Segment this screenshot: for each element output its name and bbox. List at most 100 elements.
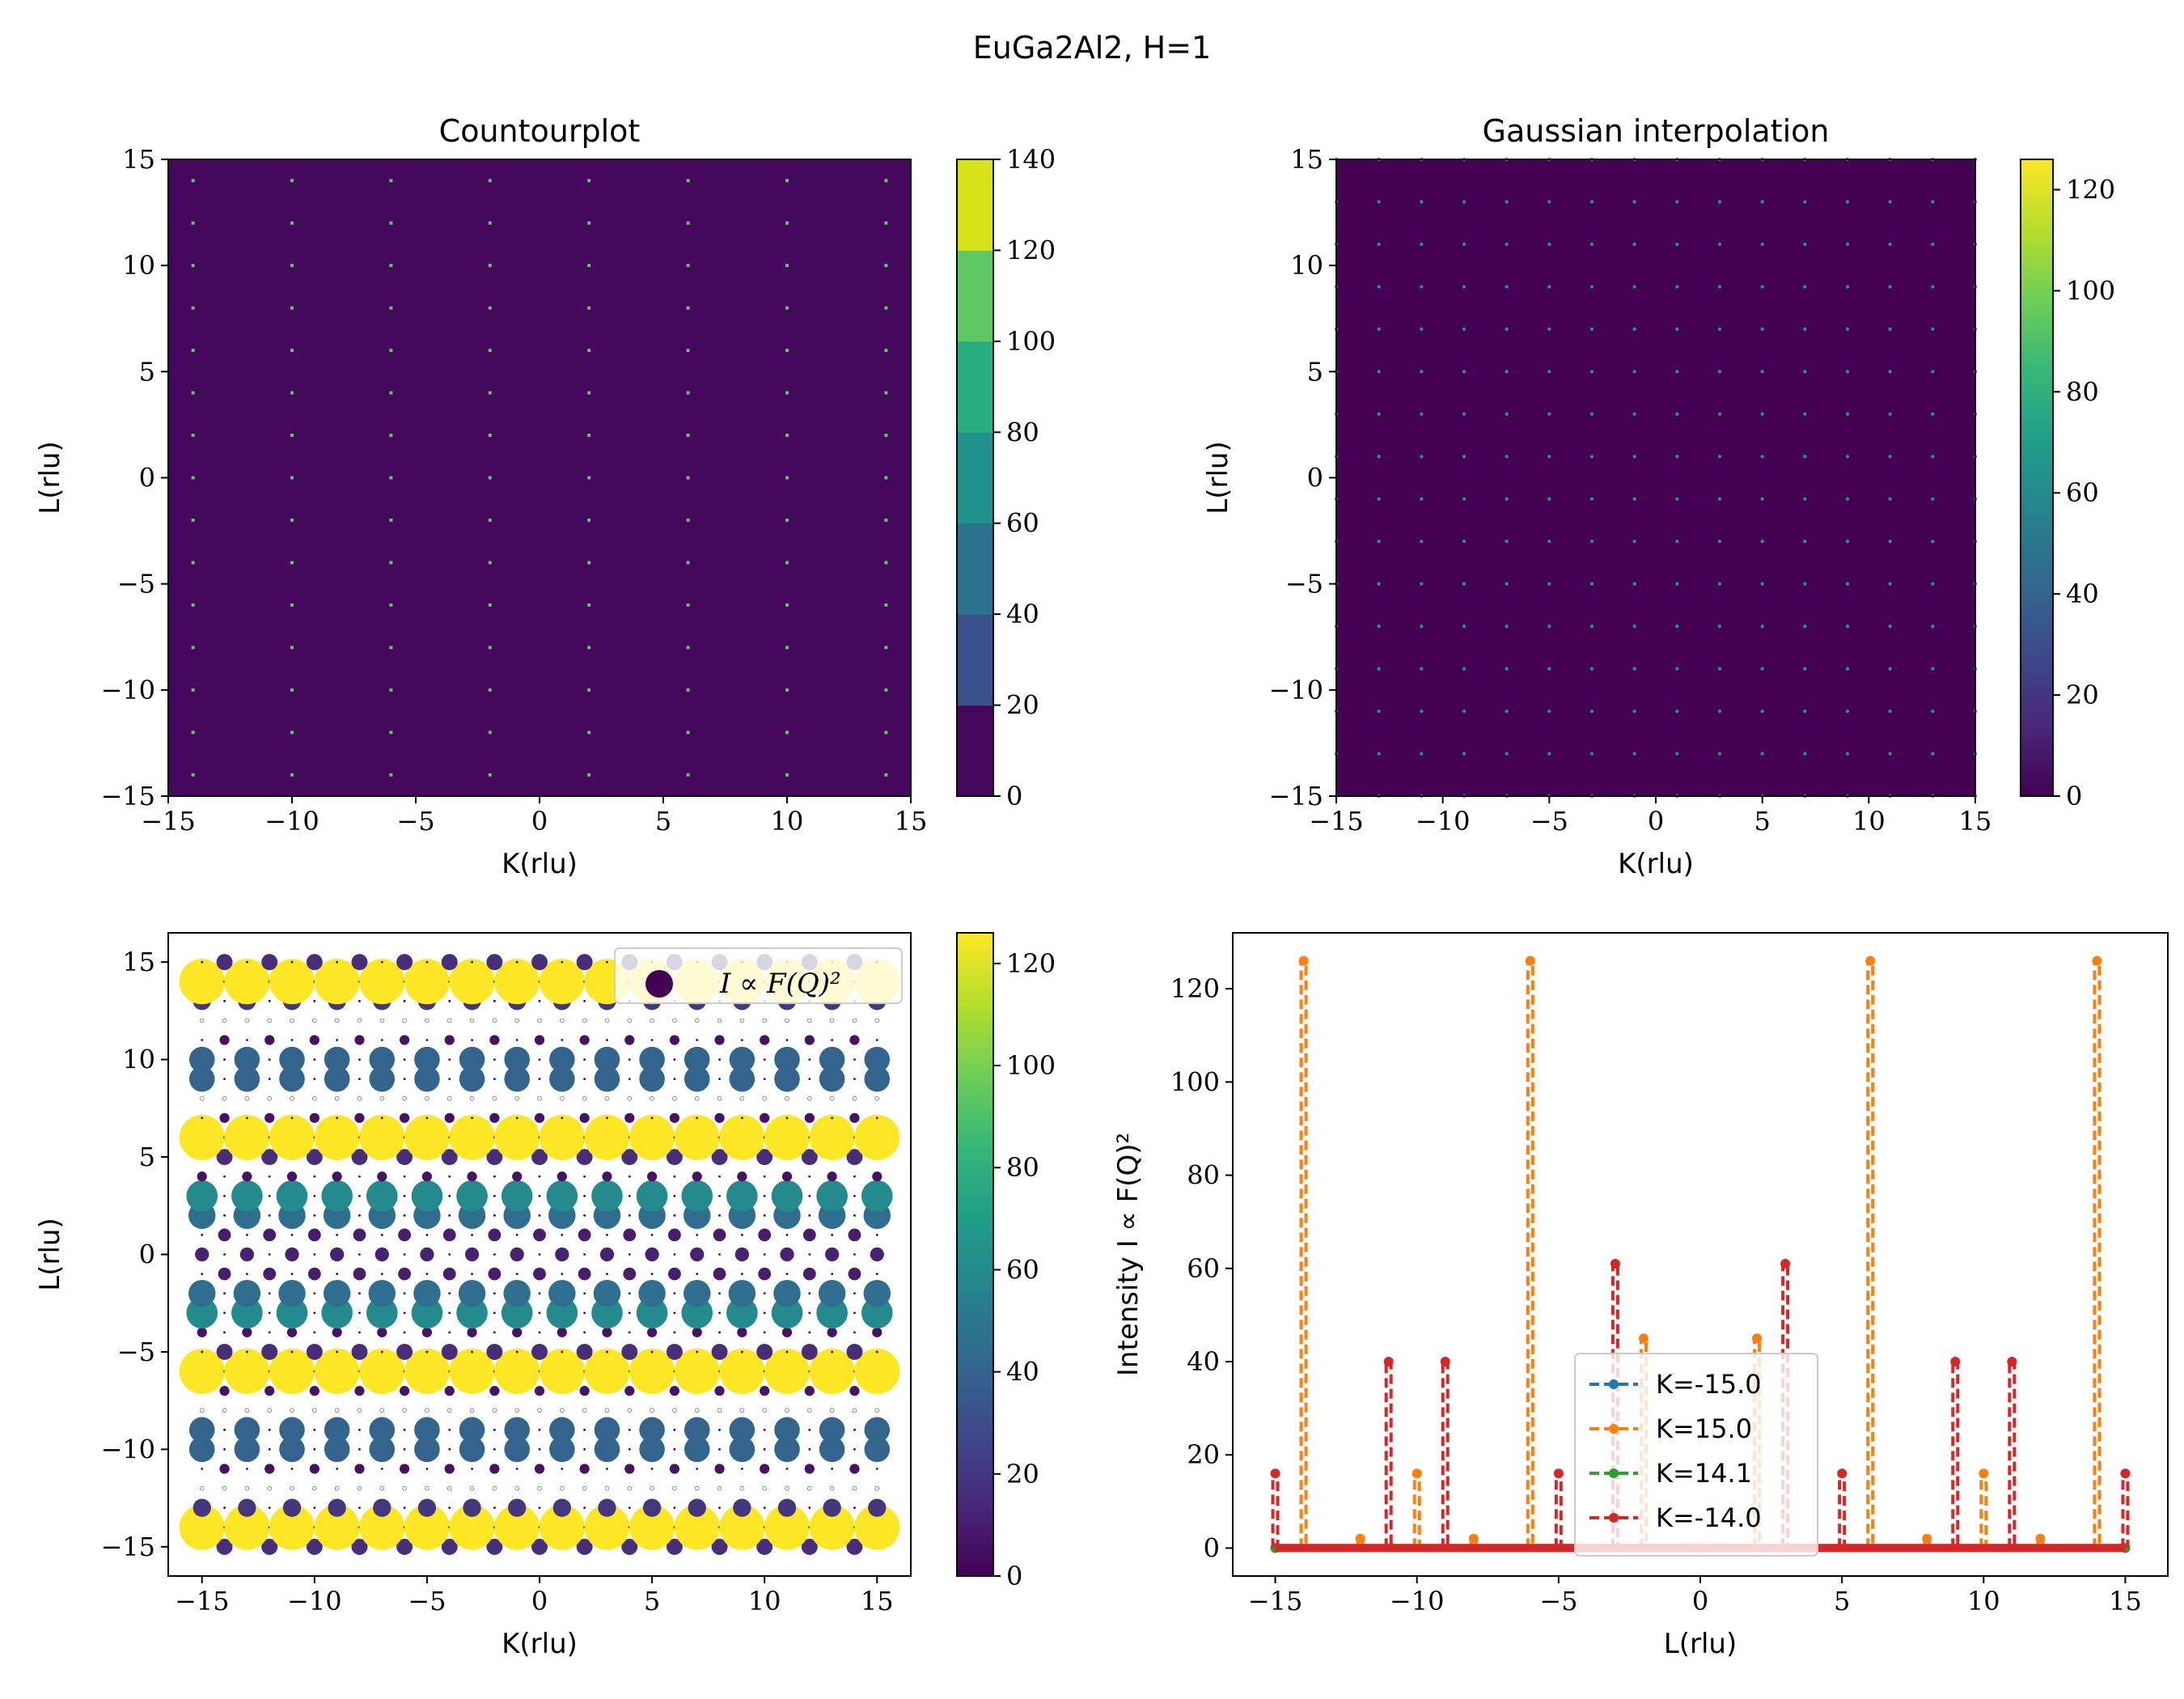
scatter-point (267, 1408, 272, 1413)
gaussian-peak (1589, 497, 1594, 501)
lines-x-tick-label: 5 (1834, 1586, 1850, 1616)
line-series-point (1525, 955, 1535, 966)
scatter-point (717, 1095, 722, 1101)
scatter-point (669, 1464, 680, 1474)
scatter-point (531, 1538, 548, 1555)
scatter-point (489, 1464, 500, 1474)
scatter-point (628, 1253, 631, 1256)
scatter-point (336, 1116, 339, 1120)
contour-peak (488, 603, 492, 607)
scatter-point (696, 1350, 699, 1354)
scatter-point (606, 960, 608, 964)
scatter-point (650, 1116, 654, 1120)
scatter-point (854, 1349, 900, 1395)
scatter-point (808, 1253, 811, 1256)
scatter-point (846, 1149, 863, 1166)
scatter-point (650, 1468, 654, 1470)
scatter-point (216, 954, 233, 971)
contour-peak (488, 391, 492, 395)
scatter-point (313, 1311, 316, 1315)
line-series-point (2035, 1533, 2046, 1544)
scatter-point (579, 1112, 590, 1123)
gaussian-peak (1803, 624, 1807, 629)
scatter-point (369, 1046, 396, 1073)
scatter-point (312, 1095, 317, 1101)
line-series-point (2092, 955, 2102, 966)
contour-peak (191, 688, 195, 692)
scatter-point (639, 1436, 665, 1463)
gaussian-x-tick-label: 0 (1648, 806, 1664, 837)
scatter-point (242, 1327, 252, 1337)
scatter-point (403, 1253, 406, 1256)
scatter-point (199, 1485, 205, 1491)
scatter-point (692, 1327, 702, 1337)
gaussian-peak (1803, 667, 1807, 671)
scatter-point (627, 1408, 633, 1413)
scatter-point (201, 960, 204, 964)
gaussian-peak (1547, 412, 1551, 416)
scatter-point (578, 1228, 591, 1242)
scatter-point (448, 1428, 451, 1431)
scatter-point (268, 1448, 271, 1451)
gaussian-peak (1675, 200, 1679, 204)
scatter-point (403, 1194, 406, 1197)
contour-peak (785, 603, 789, 607)
contour-peak (587, 264, 591, 268)
scatter-point (650, 1485, 654, 1491)
contour-peak (587, 561, 591, 565)
scatter-point (583, 1428, 586, 1431)
scatter-point (807, 1485, 812, 1491)
scatter-point (714, 1464, 725, 1474)
scatter-point (853, 1058, 856, 1061)
scatter-point (711, 1343, 728, 1360)
scatter-point (186, 1180, 218, 1212)
scatter-point (359, 1504, 405, 1550)
lines-y-tick-label: 80 (1187, 1160, 1220, 1191)
scatter-point (801, 1538, 818, 1555)
scatter-point (785, 1018, 789, 1023)
scatter-point (606, 1234, 608, 1236)
scatter-point (624, 1386, 635, 1396)
scatter-point (604, 1018, 610, 1023)
scatter-point (719, 1504, 765, 1550)
contour-peak (191, 179, 195, 183)
scatter-point (354, 1112, 365, 1123)
scatter-point (628, 1214, 631, 1217)
scatter-point (309, 1112, 320, 1123)
scatter-point (313, 1214, 316, 1217)
scatter-point (358, 1078, 361, 1081)
scatter-point (369, 1417, 396, 1443)
scatter-point (853, 1311, 856, 1315)
contour-peak (785, 731, 789, 735)
scatter-point (673, 1292, 676, 1295)
contour-colorbar-level (957, 614, 993, 706)
scatter-point (740, 1039, 743, 1041)
scatter-point (534, 1035, 545, 1045)
scatter-point (357, 1018, 362, 1023)
scatter-point (268, 1078, 271, 1081)
scatter-point (668, 1228, 681, 1242)
gaussian-peak (1505, 752, 1509, 756)
gaussian-peak (1632, 752, 1636, 756)
scatter-point (561, 1468, 564, 1470)
scatter-point (425, 1116, 429, 1120)
scatter-point (674, 1504, 720, 1550)
scatter-point (358, 1506, 361, 1510)
gaussian-peak (1547, 709, 1551, 714)
scatter-point (223, 1448, 226, 1451)
gaussian-peak (1377, 327, 1381, 332)
gaussian-peak (1377, 370, 1381, 374)
scatter-point (584, 1504, 630, 1550)
scatter-point (729, 1046, 756, 1073)
scatter-point (808, 1292, 811, 1295)
gaussian-x-axis-label: K(rlu) (1618, 848, 1694, 880)
scatter-point (666, 1343, 683, 1360)
scatter-point (561, 960, 564, 964)
gaussian-peak (1462, 242, 1467, 247)
gaussian-peak (1760, 412, 1764, 416)
scatter-point (358, 1058, 361, 1061)
scatter-point (223, 999, 226, 1002)
line-series-point (1780, 1259, 1791, 1269)
scatter-point (636, 1180, 668, 1212)
scatter-point (402, 1018, 407, 1023)
